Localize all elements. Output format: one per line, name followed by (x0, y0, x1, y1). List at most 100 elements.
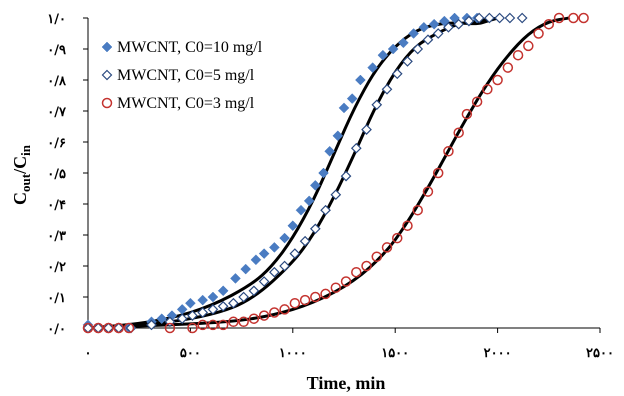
series-3-point (164, 322, 176, 334)
series-3-point (568, 12, 579, 24)
y-tick-label: ۰/۱ (47, 291, 66, 306)
series-1-point (367, 62, 379, 73)
series-3-point (310, 291, 321, 303)
series-3-point (512, 49, 524, 61)
series-3-point (238, 316, 249, 328)
series-1-point (303, 195, 315, 207)
series-3-point (123, 322, 135, 334)
x-axis-ticks: ۰ ۵۰۰ ۱۰۰۰ ۱۵۰۰ ۲۰۰۰ ۲۵۰۰ (85, 328, 614, 361)
series-3-point (461, 108, 473, 120)
series-1-point (324, 145, 336, 157)
y-tick-label: ۰/۸ (47, 74, 67, 89)
series-2-point (504, 12, 516, 24)
series-2-point (412, 43, 424, 55)
series-3-point (103, 322, 114, 334)
series-3-point (299, 294, 311, 306)
series-3-point (330, 282, 342, 293)
series-3-point (279, 304, 290, 315)
series-2-point (516, 12, 528, 24)
series-2-point (146, 319, 157, 331)
series-1-point (338, 102, 350, 114)
y-axis-title-slash: /C (10, 156, 30, 175)
series-3-point (361, 260, 372, 272)
y-tick-label: ۰/۴ (47, 198, 66, 213)
y-tick-label: ۰/۷ (47, 105, 67, 120)
series-1-point (355, 74, 366, 86)
series-2-point (228, 297, 239, 309)
series-1-point (279, 232, 290, 244)
series-3-point (320, 288, 331, 300)
x-tick-label: ۲۵۰۰ (586, 346, 614, 361)
y-tick-label: ۰/۳ (47, 229, 66, 244)
series-1-point (408, 28, 419, 39)
series-1-point (398, 37, 409, 49)
series-3-point (269, 307, 280, 318)
series-3-point (228, 316, 239, 328)
y-tick-label: ۰/۰ (47, 322, 66, 337)
series-2-point (402, 56, 413, 67)
series-2-point (371, 99, 383, 111)
series-1-point (197, 294, 209, 306)
series-2-point (299, 235, 311, 247)
y-tick-label: ۰/۹ (47, 43, 66, 58)
series-2-point (238, 291, 249, 303)
series-1-point (185, 297, 196, 309)
fit-curve-3 (87, 16, 571, 330)
series-3-point (351, 266, 362, 278)
series-3-point (482, 84, 493, 95)
y-tick-label: ۰/۵ (47, 167, 66, 182)
series-2-point (309, 223, 321, 235)
series-2-point (269, 266, 280, 278)
series-3-point (471, 96, 483, 107)
series-3-point (82, 322, 94, 334)
x-tick-label: ۱۰۰۰ (279, 346, 307, 361)
series-2-point (463, 15, 475, 27)
legend-marker-2 (101, 69, 113, 81)
x-tick-label: ۰ (85, 346, 92, 361)
series-1-point (156, 313, 168, 325)
series-3-point (502, 62, 514, 73)
series-1-point (240, 263, 252, 275)
series-1-point (287, 220, 299, 232)
legend-label-2: MWCNT, C0=5 mg/l (117, 67, 255, 84)
x-tick-label: ۵۰۰ (180, 346, 201, 361)
legend-marker-1 (101, 41, 113, 53)
series-2-point (443, 21, 454, 33)
series-3-point (197, 319, 208, 331)
series-3-point (340, 276, 352, 287)
y-axis-ticks: ۰/۰ ۰/۱ ۰/۲ ۰/۳ ۰/۴ ۰/۵ ۰/۶ ۰/۷ ۰/۸ ۰/۹ ۱/۰ (47, 12, 88, 337)
series-3-point (492, 74, 503, 86)
y-axis-title-main: C (10, 192, 30, 205)
series-1-point (309, 180, 321, 191)
y-axis-title-sub2: in (18, 144, 33, 156)
series-3-point (523, 40, 534, 52)
data-points (82, 12, 589, 334)
series-3-point (258, 310, 270, 321)
y-axis-title: Cout/Cin (10, 144, 33, 205)
series-3-point (217, 319, 229, 331)
series-2-point (217, 300, 229, 312)
series-1-point (387, 43, 399, 55)
series-1-point (207, 291, 219, 303)
series-1-point (318, 167, 329, 179)
series-1-point (250, 254, 262, 266)
series-1-point (346, 93, 358, 104)
series-2-point (381, 83, 393, 95)
series-2-point (350, 142, 362, 154)
x-tick-label: ۱۵۰۰ (381, 346, 409, 361)
series-2-point (279, 260, 290, 272)
series-3-point (533, 28, 544, 39)
x-axis-title: Time, min (307, 373, 386, 393)
series-3-point (553, 12, 565, 24)
series-2-point (391, 68, 403, 80)
series-1-point (217, 285, 229, 297)
series-3-point (381, 242, 393, 253)
series-2-point (258, 276, 270, 287)
series-2-point (330, 189, 342, 201)
series-3-point (113, 322, 124, 334)
series-2-point (422, 34, 434, 46)
legend-label-3: MWCNT, C0=3 mg/l (117, 95, 255, 112)
series-3-point (432, 167, 444, 179)
series-3-point (92, 322, 104, 334)
